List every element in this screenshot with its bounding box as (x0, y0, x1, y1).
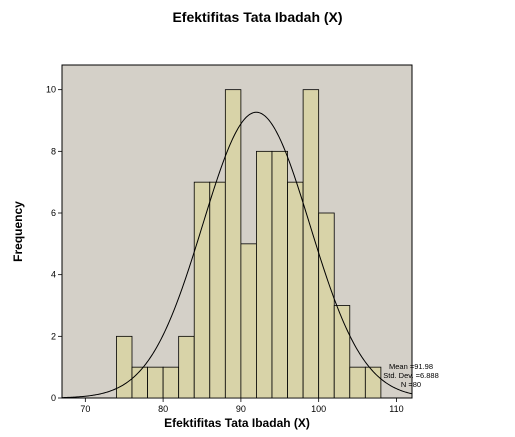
stats-n: N =80 (400, 380, 422, 389)
histogram-bar-3 (162, 366, 180, 399)
x-tick-label-100: 100 (311, 404, 326, 414)
histogram-bar-8 (240, 243, 257, 399)
x-tick-label-90: 90 (236, 404, 246, 414)
y-axis-title: Frequency (11, 201, 25, 262)
histogram-bar-7 (224, 89, 242, 399)
y-axis: 0 2 4 6 8 10 (46, 85, 62, 403)
histogram-bar-6 (209, 181, 226, 399)
y-tick-label-8: 8 (51, 146, 56, 156)
histogram-bar-15 (349, 366, 366, 399)
x-tick-label-80: 80 (158, 404, 168, 414)
stats-mean: Mean =91.98 (389, 362, 433, 371)
x-axis-title: Efektifitas Tata Ibadah (X) (164, 416, 310, 430)
normal-curve (61, 111, 413, 399)
y-tick-label-10: 10 (46, 85, 56, 95)
histogram-bar-11 (287, 181, 304, 399)
x-tick-label-110: 110 (389, 404, 403, 414)
histogram-bar-9 (256, 150, 273, 399)
histogram-bar-13 (318, 212, 335, 399)
histogram-bar-12 (302, 89, 320, 399)
y-tick-label-4: 4 (51, 270, 56, 280)
histogram-bar-0 (116, 335, 133, 399)
y-tick-label-2: 2 (51, 331, 56, 341)
histogram-bar-2 (147, 366, 164, 399)
histogram-bar-4 (178, 335, 195, 399)
histogram-bar-10 (271, 150, 288, 399)
y-tick-label-0: 0 (51, 393, 56, 403)
stats-box: Mean =91.98 Std. Dev. =6.888 N =80 (366, 362, 456, 389)
histogram-bars (116, 89, 382, 399)
histogram-bar-5 (193, 181, 211, 399)
chart-title: Efektifitas Tata Ibadah (X) (172, 9, 343, 25)
x-axis: 70 80 90 100 110 (80, 398, 404, 414)
stats-std-dev: Std. Dev. =6.888 (383, 371, 439, 380)
x-tick-label-70: 70 (80, 404, 90, 414)
y-tick-label-6: 6 (51, 208, 56, 218)
